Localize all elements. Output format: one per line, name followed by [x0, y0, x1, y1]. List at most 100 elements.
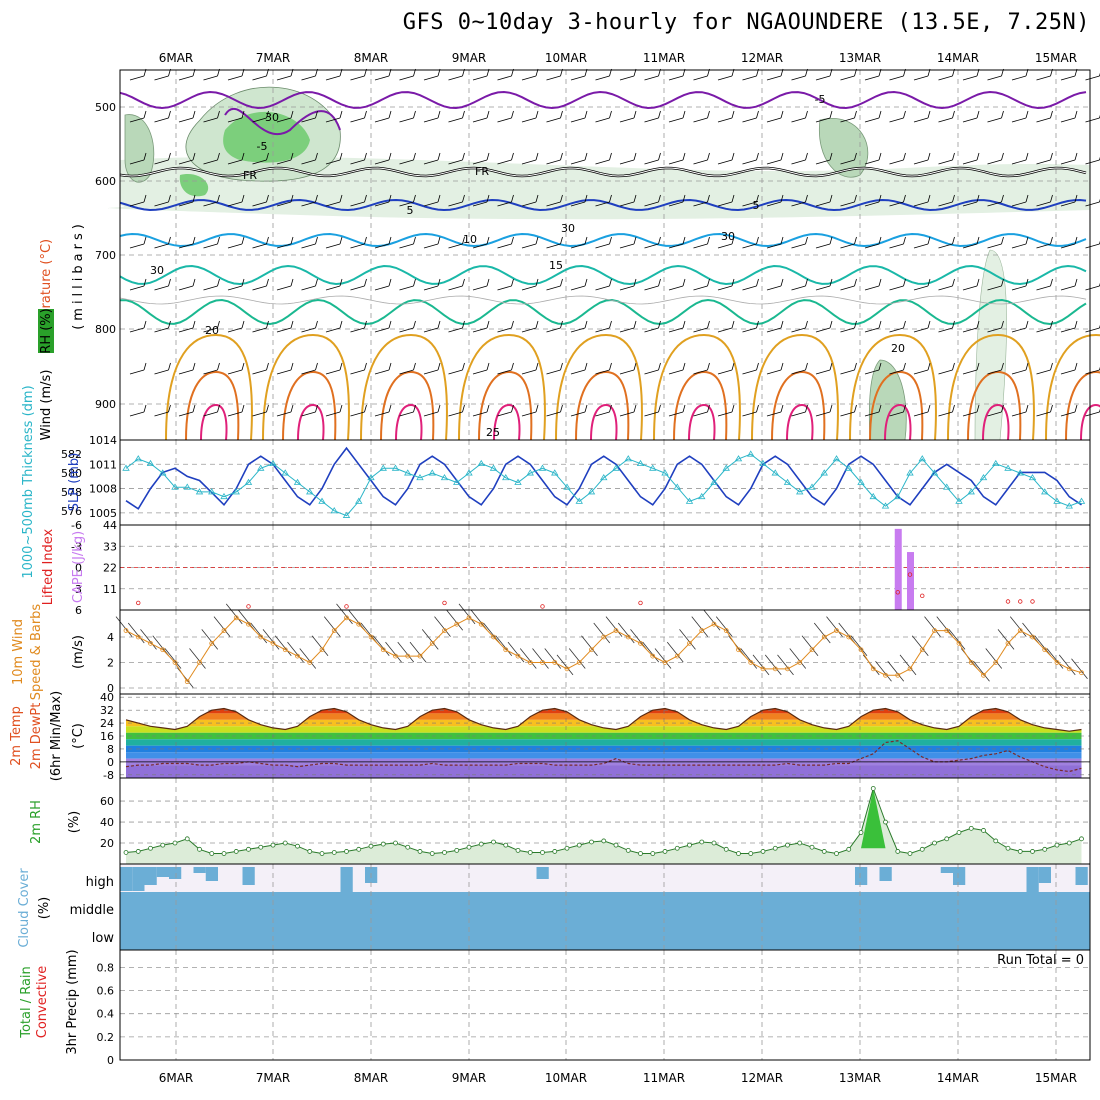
wind-barb-flag: [952, 278, 955, 287]
wind-barb-flag: [168, 110, 171, 119]
wind-speed-point: [209, 640, 215, 646]
wind-barb-flag: [1001, 320, 1004, 329]
thickness-point: [820, 469, 828, 476]
precip-panel: 0.8 0.6 0.4 0.2 0 Run Total = 0 Total / Rain Co…: [19, 949, 1091, 1067]
wind-barb: [766, 327, 782, 333]
wind-barb-flag: [584, 110, 588, 119]
thickness-point: [306, 488, 314, 495]
temp-contour-35: [786, 403, 814, 441]
wind-barb: [742, 411, 757, 417]
rh-point: [687, 842, 692, 848]
thickness-point: [195, 488, 204, 495]
wind-barb-flag: [658, 404, 661, 413]
wind-barb-flag: [339, 194, 343, 203]
wind-barb: [301, 411, 316, 417]
wind-barb: [203, 243, 218, 249]
wind-barb-flag: [584, 236, 588, 245]
wind-barb: [1060, 117, 1076, 123]
wind-barb: [154, 117, 169, 123]
wind-barb-flag: [805, 404, 808, 413]
wind-speed-point: [160, 647, 166, 653]
contour-label: 30: [150, 264, 164, 277]
cloud-unit-label: (%): [37, 897, 52, 920]
wind-barb-flag: [462, 320, 465, 329]
wind-barb-flag: [192, 278, 196, 287]
wind-barb-flag: [388, 404, 392, 413]
wind-speed-point: [221, 628, 227, 633]
wind-barb: [203, 117, 218, 123]
wind-speed-point: [870, 666, 876, 672]
surface-wind-barb: [336, 603, 353, 625]
li-point: [1005, 599, 1011, 604]
wind-barb: [154, 411, 169, 417]
wind-barb-flag: [192, 362, 196, 371]
wind-barb-flag: [486, 278, 490, 287]
wind-speed-point: [968, 660, 974, 665]
wind-barb: [717, 159, 733, 165]
rh-point: [515, 847, 521, 853]
wind-barb-flag: [731, 320, 735, 329]
wind-barb-flag: [511, 194, 514, 203]
thickness-point: [955, 497, 963, 504]
slp-tick-label: 1011: [89, 458, 117, 471]
rh-point: [442, 850, 447, 855]
wind-barb: [791, 285, 806, 291]
wind-barb-flag: [658, 110, 661, 119]
wind-barb: [154, 369, 169, 375]
wind-barb-flag: [609, 194, 612, 203]
thickness-point: [367, 474, 375, 481]
wind-barb-flag: [560, 362, 563, 371]
cloud-high-bar: [879, 867, 892, 881]
date-label-top: 12MAR: [741, 51, 783, 65]
wind-barb: [1036, 285, 1051, 291]
surface-wind-barb: [372, 635, 390, 656]
rh-point: [589, 839, 594, 845]
wind-barb-flag: [388, 362, 392, 371]
wind-barb-flag: [927, 278, 931, 287]
wind-barb: [374, 285, 390, 291]
wind-speed-point: [380, 647, 386, 653]
wind-barb-flag: [707, 278, 710, 287]
cloud-high-bar: [242, 867, 255, 885]
wind-speed-point: [1066, 666, 1072, 672]
wind-barb: [619, 117, 635, 123]
wind-barb-flag: [658, 278, 661, 287]
temp-contour-10: [119, 232, 1087, 248]
wind-speed-point: [552, 660, 558, 665]
surface-wind-barb: [838, 622, 856, 644]
rh-point: [295, 843, 300, 849]
slp-frame: [119, 439, 1091, 526]
wind-barb-flag: [1001, 194, 1004, 203]
wind-barb: [889, 243, 904, 249]
wind-barb: [399, 285, 414, 291]
rh-point: [956, 830, 962, 835]
wind-barb: [227, 285, 243, 291]
wind-barb: [1011, 159, 1027, 165]
thickness-point: [489, 464, 498, 471]
rh-peak-fill: [861, 788, 886, 849]
wind-barb: [570, 75, 586, 81]
wind-barb: [987, 327, 1002, 333]
wind-speed-point: [442, 628, 447, 633]
thickness-point: [1041, 488, 1049, 495]
wind-speed-point: [172, 660, 178, 665]
wind-barb: [889, 75, 904, 81]
wind-barb-flag: [535, 320, 539, 329]
wind-barb-flag: [168, 194, 171, 203]
thickness-point: [232, 488, 240, 495]
rh-unit-text: (%): [67, 811, 82, 834]
wind-barb-flag: [462, 152, 465, 161]
wind-barb: [497, 159, 512, 165]
surface-wind-barb: [287, 641, 304, 663]
wind-barb: [227, 243, 243, 249]
wind-barb-flag: [339, 110, 343, 119]
thickness-point: [747, 450, 755, 457]
wind-axis-label: 10m Wind: [11, 619, 26, 685]
wind-barb-flag: [290, 110, 294, 119]
thickness-point: [208, 488, 216, 495]
temp-contour-35: [200, 403, 228, 441]
surface-wind-barb: [801, 635, 819, 656]
thickness-point: [685, 497, 694, 504]
li-point: [638, 600, 643, 606]
wind-speed-point: [785, 666, 790, 672]
